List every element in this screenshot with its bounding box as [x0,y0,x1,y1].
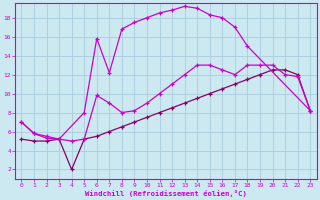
X-axis label: Windchill (Refroidissement éolien,°C): Windchill (Refroidissement éolien,°C) [85,190,247,197]
